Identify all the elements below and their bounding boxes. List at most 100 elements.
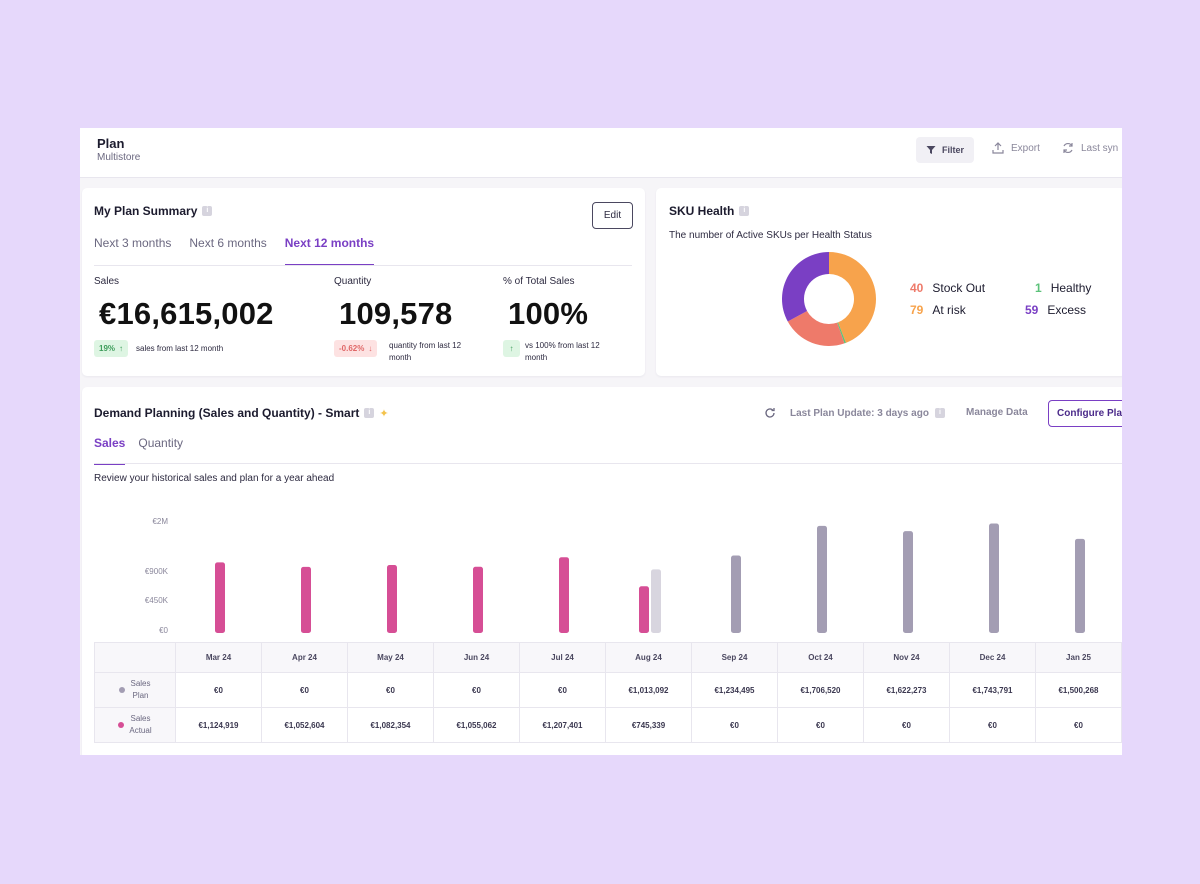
plan-value-cell: €0: [519, 672, 606, 708]
demand-planning-title: Demand Planning (Sales and Quantity) - S…: [94, 406, 389, 420]
filter-label: Filter: [942, 145, 965, 155]
plan-app: Plan Multistore Filter Export Last syn M…: [80, 128, 1122, 755]
bar-sales-plan[interactable]: [1075, 538, 1085, 633]
manage-data-button[interactable]: Manage Data: [966, 407, 1028, 418]
plan-value-cell: €1,622,273: [863, 672, 950, 708]
metric-total-sales: % of Total Sales 100% ↑ vs 100% from las…: [503, 276, 600, 362]
sales-data-table: Mar 24 Apr 24 May 24 Jun 24 Jul 24 Aug 24 Sep …: [94, 642, 1122, 743]
info-icon[interactable]: i: [202, 206, 213, 216]
donut-slice-healthy[interactable]: [837, 322, 846, 344]
configure-plan-button[interactable]: Configure Pla: [1048, 400, 1122, 427]
period-tabs: Next 3 months Next 6 months Next 12 mont…: [94, 236, 375, 266]
bar-sales-actual[interactable]: [387, 565, 397, 633]
row-label-top: Sales: [130, 714, 151, 723]
info-icon[interactable]: i: [739, 206, 750, 216]
page-subtitle: Multistore: [97, 152, 141, 163]
demand-tabs-divider: [94, 463, 1122, 464]
bar-sales-plan[interactable]: [651, 569, 661, 633]
metric-note: vs 100% from last 12 month: [525, 341, 600, 362]
actual-value-cell: €1,207,401: [519, 707, 606, 743]
actual-value-cell: €745,339: [605, 707, 692, 743]
table-header-row: Mar 24 Apr 24 May 24 Jun 24 Jul 24 Aug 24 Sep …: [94, 642, 1122, 673]
trend-badge: 19% ↑: [94, 340, 129, 357]
actual-value-cell: €0: [777, 707, 864, 743]
y-tick-label: €0: [159, 626, 168, 635]
metric-label: Sales: [94, 276, 120, 287]
bar-sales-actual[interactable]: [473, 566, 483, 633]
bar-sales-plan[interactable]: [731, 555, 741, 633]
legend-count: 1: [1035, 281, 1042, 295]
bar-sales-plan[interactable]: [903, 531, 913, 633]
row-label-actual: Sales Actual: [94, 707, 176, 743]
last-sync-button[interactable]: Last syn: [1062, 142, 1118, 154]
month-header-cell: Jun 24: [433, 642, 520, 673]
actual-value-cell: €0: [691, 707, 778, 743]
info-icon[interactable]: i: [364, 408, 375, 418]
table-corner-cell: [94, 642, 176, 673]
actual-value-cell: €1,124,919: [175, 707, 262, 743]
export-button[interactable]: Export: [992, 142, 1040, 154]
legend-stock-out: 40 Stock Out: [910, 281, 985, 295]
y-tick-label: €900K: [145, 567, 169, 576]
plan-value-cell: €1,013,092: [605, 672, 692, 708]
metric-value: 100%: [508, 296, 589, 331]
plan-dot-icon: [119, 687, 126, 693]
actual-value-cell: €1,082,354: [347, 707, 434, 743]
tab-sales[interactable]: Sales: [94, 436, 126, 465]
actual-value-cell: €0: [1035, 707, 1122, 743]
trend-badge: ↑: [503, 340, 520, 357]
legend-healthy: 1 Healthy: [1035, 281, 1091, 295]
tab-next-3-months[interactable]: Next 3 months: [94, 236, 172, 250]
y-tick-label: €450K: [145, 596, 169, 605]
arrow-up-icon: ↑: [509, 344, 514, 353]
plan-value-cell: €1,500,268: [1035, 672, 1122, 708]
month-header-cell: Sep 24: [691, 642, 778, 673]
tab-next-6-months[interactable]: Next 6 months: [189, 236, 267, 250]
actual-value-cell: €0: [949, 707, 1036, 743]
bar-sales-actual[interactable]: [559, 557, 569, 633]
actual-value-cell: €1,055,062: [433, 707, 520, 743]
plan-value-cell: €0: [261, 672, 348, 708]
filter-icon: [926, 146, 936, 154]
table-row-actual: Sales Actual €1,124,919 €1,052,604 €1,082,3…: [94, 707, 1122, 743]
tab-next-12-months[interactable]: Next 12 months: [284, 236, 375, 266]
legend-label: At risk: [932, 303, 966, 317]
metric-quantity: Quantity 109,578 -0.62% ↓ quantity from …: [334, 276, 461, 362]
month-header-cell: Dec 24: [949, 642, 1036, 673]
donut-slice-excess[interactable]: [782, 252, 829, 322]
bar-sales-plan[interactable]: [989, 523, 999, 633]
plan-value-cell: €0: [175, 672, 262, 708]
legend-at-risk: 79 At risk: [910, 303, 966, 317]
plan-value-cell: €1,234,495: [691, 672, 778, 708]
legend-label: Stock Out: [932, 281, 986, 295]
plan-summary-card: My Plan Summary i Edit Next 3 months Nex…: [82, 188, 645, 376]
bar-sales-plan[interactable]: [817, 525, 827, 633]
sales-bar-chart: €2M €900K €450K €0: [145, 517, 1085, 635]
legend-count: 59: [1025, 303, 1039, 317]
edit-button[interactable]: Edit: [592, 202, 633, 229]
filter-button[interactable]: Filter: [916, 137, 974, 163]
info-icon[interactable]: i: [934, 408, 945, 418]
page-title: Plan: [97, 136, 125, 151]
badge-text: -0.62%: [339, 344, 365, 353]
donut-slice-stock-out[interactable]: [787, 310, 845, 346]
arrow-up-icon: ↑: [119, 344, 124, 353]
bar-sales-actual[interactable]: [639, 586, 649, 633]
donut-slice-at-risk[interactable]: [829, 252, 876, 343]
plan-value-cell: €0: [347, 672, 434, 708]
month-header-cell: Nov 24: [863, 642, 950, 673]
month-header-cell: Apr 24: [261, 642, 348, 673]
metric-value: 109,578: [339, 296, 453, 331]
row-label-plan: Sales Plan: [94, 672, 176, 708]
tab-quantity[interactable]: Quantity: [138, 436, 184, 450]
badge-text: 19%: [99, 344, 116, 353]
month-header-cell: Mar 24: [175, 642, 262, 673]
bar-sales-actual[interactable]: [301, 566, 311, 633]
sync-icon: [1063, 142, 1073, 154]
actual-value-cell: €1,052,604: [261, 707, 348, 743]
actual-value-cell: €0: [863, 707, 950, 743]
sku-health-card: SKU Health i The number of Active SKUs p…: [656, 188, 1122, 376]
sku-health-title: SKU Health i: [669, 204, 750, 218]
refresh-icon[interactable]: [764, 407, 776, 419]
bar-sales-actual[interactable]: [215, 562, 225, 633]
